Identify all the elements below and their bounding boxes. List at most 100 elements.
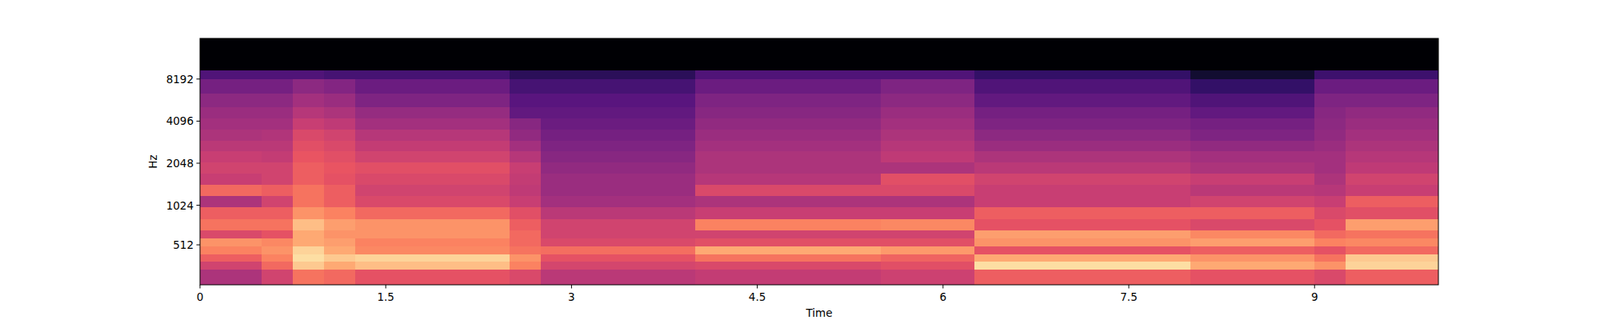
- cell: [571, 261, 603, 270]
- cell: [943, 230, 975, 239]
- cell: [1160, 261, 1192, 270]
- cell: [726, 268, 758, 285]
- cell: [602, 128, 634, 140]
- cell: [1160, 172, 1192, 185]
- cell: [1252, 38, 1284, 71]
- cell: [726, 140, 758, 152]
- cell: [1221, 268, 1253, 285]
- cell: [385, 245, 417, 254]
- cell: [695, 261, 727, 270]
- cell: [385, 253, 417, 262]
- cell: [1190, 206, 1222, 219]
- cell: [1407, 92, 1439, 108]
- cell: [509, 184, 541, 196]
- cell: [1128, 245, 1160, 254]
- cell: [1190, 245, 1222, 254]
- cell: [850, 196, 882, 208]
- cell: [200, 106, 232, 119]
- cell: [1160, 92, 1192, 108]
- cell: [1004, 218, 1036, 231]
- cell: [1036, 118, 1068, 130]
- cell: [261, 118, 293, 130]
- x-tick: [756, 284, 758, 289]
- cell: [355, 128, 387, 140]
- cell: [324, 106, 356, 119]
- cell: [324, 79, 356, 94]
- cell: [416, 151, 448, 163]
- cell: [664, 261, 696, 270]
- cell: [788, 38, 820, 71]
- cell: [1097, 106, 1129, 119]
- cell: [200, 196, 232, 208]
- cell: [757, 253, 789, 262]
- cell: [292, 106, 324, 119]
- cell: [231, 268, 263, 285]
- x-tick: [942, 284, 944, 289]
- cell: [850, 206, 882, 219]
- cell: [540, 106, 572, 119]
- cell: [1221, 151, 1253, 163]
- cell: [1190, 253, 1222, 262]
- cell: [416, 128, 448, 140]
- cell: [1128, 70, 1160, 80]
- cell: [385, 268, 417, 285]
- cell: [1252, 79, 1284, 94]
- cell: [1284, 79, 1316, 94]
- cell: [943, 151, 975, 163]
- cell: [880, 70, 912, 80]
- cell: [1067, 230, 1099, 239]
- cell: [819, 245, 851, 254]
- cell: [1252, 261, 1284, 270]
- cell: [1376, 106, 1408, 119]
- cell: [1160, 206, 1192, 219]
- cell: [261, 218, 293, 231]
- cell: [478, 184, 510, 196]
- cell: [1407, 237, 1439, 246]
- cell: [850, 218, 882, 231]
- cell: [1284, 118, 1316, 130]
- cell: [1345, 151, 1377, 163]
- cell: [1407, 268, 1439, 285]
- cell: [1314, 140, 1346, 152]
- cell: [1407, 230, 1439, 239]
- cell: [1190, 106, 1222, 119]
- cell: [974, 245, 1006, 254]
- cell: [1314, 237, 1346, 246]
- cell: [478, 172, 510, 185]
- cell: [1252, 218, 1284, 231]
- cell: [571, 79, 603, 94]
- cell: [974, 196, 1006, 208]
- cell: [292, 161, 324, 173]
- cell: [509, 92, 541, 108]
- cell: [540, 218, 572, 231]
- cell: [880, 128, 912, 140]
- cell: [602, 140, 634, 152]
- cell: [1004, 196, 1036, 208]
- cell: [1314, 161, 1346, 173]
- cell: [757, 245, 789, 254]
- cell: [1221, 237, 1253, 246]
- cell: [478, 218, 510, 231]
- cell: [416, 184, 448, 196]
- cell: [200, 218, 232, 231]
- cell: [1097, 161, 1129, 173]
- cell: [1160, 268, 1192, 285]
- cell: [1004, 140, 1036, 152]
- cell: [478, 151, 510, 163]
- cell: [602, 70, 634, 80]
- cell: [1067, 118, 1099, 130]
- cell: [880, 218, 912, 231]
- cell: [571, 128, 603, 140]
- cell: [478, 38, 510, 71]
- cell: [1314, 206, 1346, 219]
- cell: [261, 161, 293, 173]
- cell: [448, 268, 480, 285]
- cell: [1036, 218, 1068, 231]
- cell: [602, 151, 634, 163]
- cell: [1190, 268, 1222, 285]
- cell: [602, 196, 634, 208]
- cell: [200, 268, 232, 285]
- cell: [633, 184, 665, 196]
- cell: [819, 70, 851, 80]
- cell: [1376, 218, 1408, 231]
